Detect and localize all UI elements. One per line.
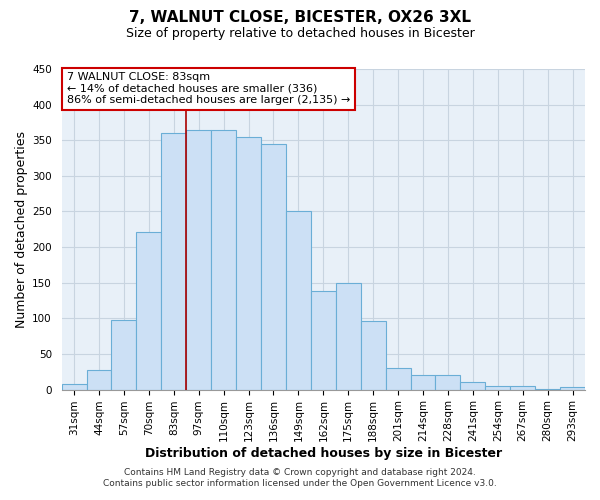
Bar [535, 389, 560, 390]
Bar [286, 212, 311, 390]
Text: 7, WALNUT CLOSE, BICESTER, OX26 3XL: 7, WALNUT CLOSE, BICESTER, OX26 3XL [129, 10, 471, 25]
Bar [186, 130, 211, 390]
Text: Contains HM Land Registry data © Crown copyright and database right 2024.
Contai: Contains HM Land Registry data © Crown c… [103, 468, 497, 487]
Text: 7 WALNUT CLOSE: 83sqm
← 14% of detached houses are smaller (336)
86% of semi-det: 7 WALNUT CLOSE: 83sqm ← 14% of detached … [67, 72, 350, 106]
Bar [560, 388, 585, 390]
Bar [236, 136, 261, 390]
Bar [436, 374, 460, 390]
Bar [336, 284, 361, 390]
Bar [211, 130, 236, 390]
Bar [112, 320, 136, 390]
Bar [86, 370, 112, 390]
Bar [161, 133, 186, 390]
Bar [361, 321, 386, 390]
Bar [460, 382, 485, 390]
Bar [136, 232, 161, 390]
Bar [410, 374, 436, 390]
Bar [311, 292, 336, 390]
Text: Size of property relative to detached houses in Bicester: Size of property relative to detached ho… [125, 28, 475, 40]
X-axis label: Distribution of detached houses by size in Bicester: Distribution of detached houses by size … [145, 447, 502, 460]
Bar [62, 384, 86, 390]
Bar [386, 368, 410, 390]
Bar [510, 386, 535, 390]
Bar [261, 144, 286, 390]
Bar [485, 386, 510, 390]
Y-axis label: Number of detached properties: Number of detached properties [15, 131, 28, 328]
